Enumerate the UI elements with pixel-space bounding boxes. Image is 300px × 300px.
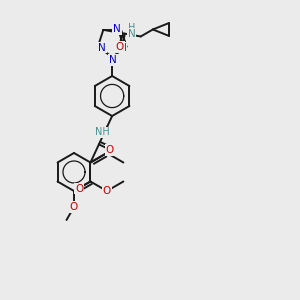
Text: N: N — [109, 55, 117, 65]
Text: NH: NH — [95, 128, 110, 137]
Text: O: O — [75, 184, 83, 194]
Text: N: N — [118, 43, 126, 52]
Text: N: N — [128, 29, 135, 39]
Text: N: N — [98, 43, 106, 52]
Text: O: O — [103, 186, 111, 196]
Text: H: H — [128, 23, 135, 33]
Text: O: O — [70, 202, 78, 212]
Text: N: N — [113, 24, 121, 34]
Text: O: O — [106, 145, 114, 155]
Text: O: O — [116, 42, 124, 52]
